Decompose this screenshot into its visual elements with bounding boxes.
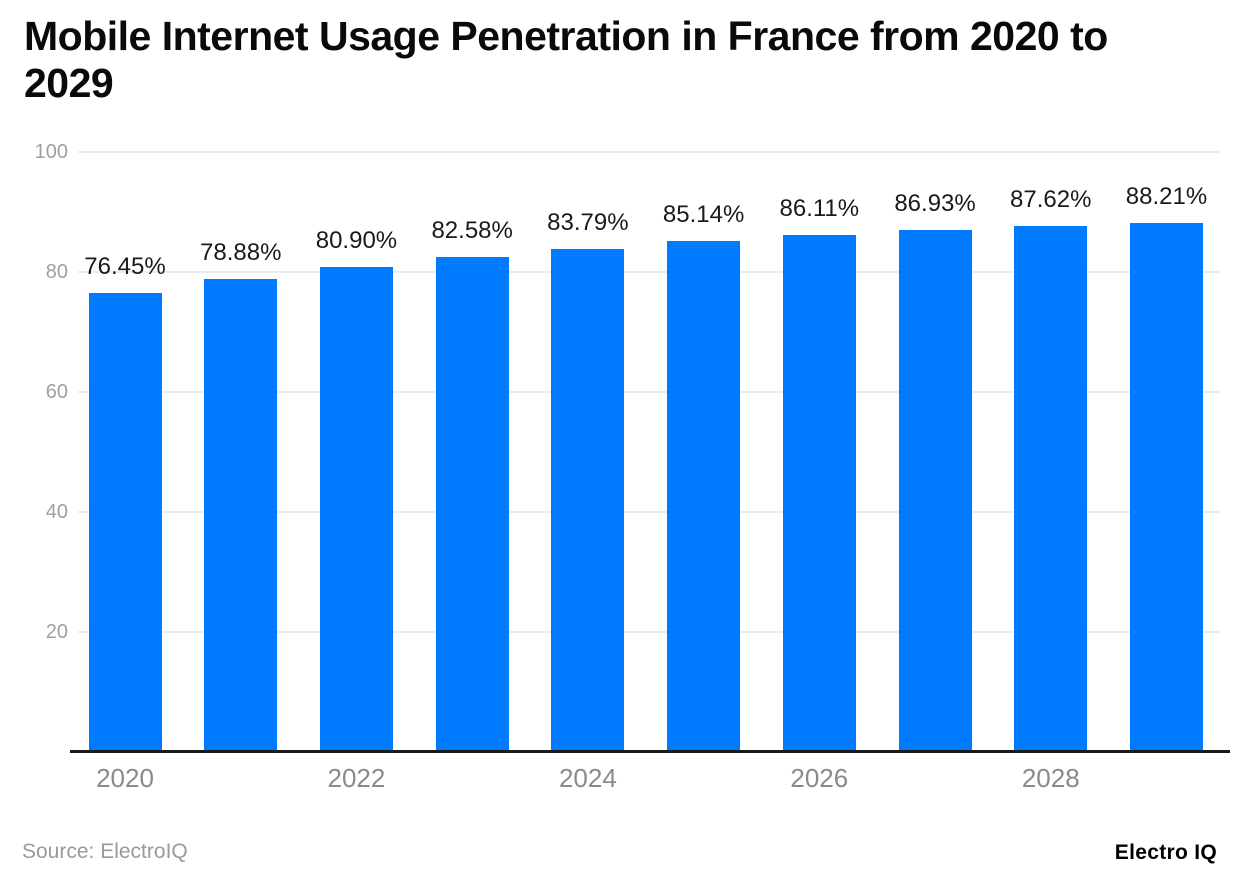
bar-value-label-2021: 78.88% bbox=[200, 238, 282, 266]
bar-2024 bbox=[551, 249, 625, 752]
bar-2025 bbox=[667, 241, 741, 752]
x-axis-tick-label-2026: 2026 bbox=[790, 763, 849, 793]
bar-2022 bbox=[319, 266, 393, 752]
bar-2023 bbox=[435, 256, 509, 752]
bar-2028 bbox=[1014, 226, 1088, 752]
y-gridline bbox=[78, 271, 1220, 273]
y-axis-tick-label: 20 bbox=[45, 621, 68, 643]
x-axis-tick-label-2022: 2022 bbox=[327, 763, 386, 793]
y-gridline bbox=[78, 511, 1220, 513]
bar-value-label-2026: 86.11% bbox=[779, 195, 860, 223]
x-axis-tick-label-2024: 2024 bbox=[558, 763, 617, 793]
source-note: Source: ElectroIQ bbox=[22, 840, 188, 863]
chart-title-line-1: Mobile Internet Usage Penetration in Fra… bbox=[24, 13, 1108, 59]
bar-2026 bbox=[782, 235, 856, 752]
bar-value-label-2029: 88.21% bbox=[1125, 182, 1208, 210]
bar-value-label-2027: 86.93% bbox=[894, 190, 976, 218]
y-axis-tick-label: 100 bbox=[34, 141, 68, 163]
x-axis-tick-label-2028: 2028 bbox=[1021, 763, 1080, 793]
y-axis-tick-label: 40 bbox=[45, 501, 68, 523]
bar-2027 bbox=[898, 230, 972, 752]
y-axis-tick-label: 60 bbox=[45, 381, 68, 403]
bar-value-label-2024: 83.79% bbox=[547, 209, 629, 237]
bar-value-label-2028: 87.62% bbox=[1010, 186, 1092, 214]
bar-value-label-2020: 76.45% bbox=[84, 253, 166, 281]
y-axis-tick-label: 80 bbox=[45, 261, 68, 283]
y-gridline bbox=[78, 151, 1220, 153]
bar-value-label-2023: 82.58% bbox=[431, 216, 513, 244]
brand-logo: Electro IQ bbox=[1114, 841, 1217, 864]
bar-2029 bbox=[1129, 222, 1203, 752]
y-gridline bbox=[78, 631, 1220, 633]
bar-2021 bbox=[204, 278, 278, 752]
bar-value-label-2025: 85.14% bbox=[662, 201, 745, 229]
x-axis-tick-label-2020: 2020 bbox=[96, 763, 154, 793]
x-axis-line bbox=[70, 750, 1230, 753]
bar-2020 bbox=[88, 293, 162, 752]
chart-title-line-2: 2029 bbox=[24, 60, 114, 106]
chart-title: Mobile Internet Usage Penetration in Fra… bbox=[24, 13, 1108, 107]
y-gridline bbox=[78, 391, 1220, 393]
bar-value-label-2022: 80.90% bbox=[315, 226, 398, 254]
